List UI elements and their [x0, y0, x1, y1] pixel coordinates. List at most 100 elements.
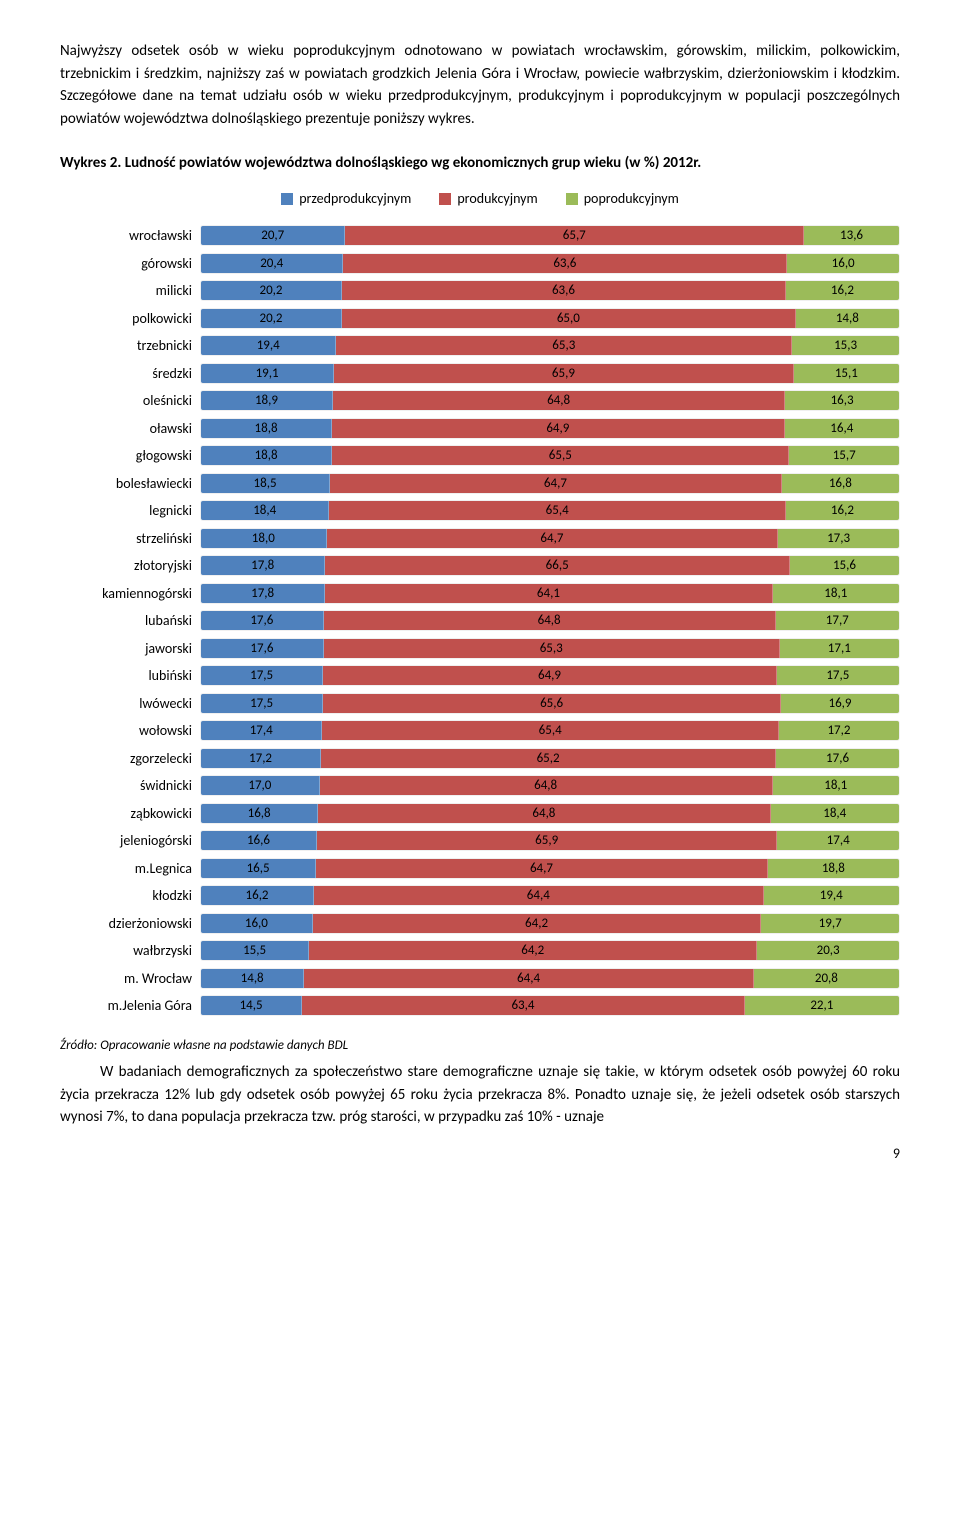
- bar-segment-prod: 64,7: [316, 859, 768, 878]
- row-bar: 17,265,217,6: [200, 748, 900, 769]
- bar-segment-post: 20,8: [754, 969, 899, 988]
- chart-row: lubiński17,564,917,5: [60, 663, 900, 688]
- chart-row: m. Wrocław14,864,420,8: [60, 966, 900, 991]
- legend-label: produkcyjnym: [457, 190, 537, 207]
- bar-segment-pre: 16,0: [201, 914, 313, 933]
- bar-segment-post: 18,8: [768, 859, 899, 878]
- bar-segment-post: 17,2: [779, 721, 899, 740]
- row-bar: 19,165,915,1: [200, 363, 900, 384]
- bar-segment-post: 17,5: [777, 666, 899, 685]
- bar-segment-post: 16,9: [781, 694, 899, 713]
- row-bar: 16,064,219,7: [200, 913, 900, 934]
- bar-segment-prod: 64,4: [314, 886, 764, 905]
- chart-legend: przedprodukcyjnymprodukcyjnympoprodukcyj…: [60, 190, 900, 207]
- bar-segment-prod: 63,6: [342, 281, 786, 300]
- chart-row: wrocławski20,765,713,6: [60, 223, 900, 248]
- row-bar: 19,465,315,3: [200, 335, 900, 356]
- bar-segment-pre: 16,2: [201, 886, 314, 905]
- row-label: polkowicki: [60, 310, 200, 327]
- row-label: oleśnicki: [60, 392, 200, 409]
- bar-segment-prod: 65,4: [329, 501, 785, 520]
- bar-segment-pre: 17,5: [201, 666, 323, 685]
- bar-segment-pre: 20,4: [201, 254, 343, 273]
- row-label: złotoryjski: [60, 557, 200, 574]
- bar-segment-prod: 64,4: [304, 969, 754, 988]
- bar-segment-post: 16,3: [785, 391, 899, 410]
- row-bar: 17,465,417,2: [200, 720, 900, 741]
- chart-row: polkowicki20,265,014,8: [60, 306, 900, 331]
- legend-item: poprodukcyjnym: [566, 190, 679, 207]
- bar-segment-post: 17,3: [778, 529, 899, 548]
- row-bar: 15,564,220,3: [200, 940, 900, 961]
- bar-segment-post: 17,1: [780, 639, 899, 658]
- row-bar: 18,864,916,4: [200, 418, 900, 439]
- chart-row: głogowski18,865,515,7: [60, 443, 900, 468]
- chart-row: bolesławiecki18,564,716,8: [60, 471, 900, 496]
- bar-segment-prod: 65,9: [317, 831, 777, 850]
- bar-segment-prod: 64,9: [323, 666, 776, 685]
- bar-segment-pre: 18,0: [201, 529, 327, 548]
- bar-segment-pre: 18,8: [201, 446, 332, 465]
- bar-segment-pre: 14,8: [201, 969, 304, 988]
- row-label: milicki: [60, 282, 200, 299]
- chart-row: strzeliński18,064,717,3: [60, 526, 900, 551]
- row-bar: 20,765,713,6: [200, 225, 900, 246]
- bar-segment-prod: 65,2: [321, 749, 776, 768]
- bar-segment-post: 18,1: [773, 776, 899, 795]
- bar-segment-prod: 65,3: [336, 336, 792, 355]
- bar-segment-post: 14,8: [796, 309, 899, 328]
- bar-segment-prod: 64,8: [333, 391, 785, 410]
- row-bar: 18,064,717,3: [200, 528, 900, 549]
- row-bar: 20,463,616,0: [200, 253, 900, 274]
- bar-segment-post: 16,0: [787, 254, 899, 273]
- bar-segment-pre: 16,6: [201, 831, 317, 850]
- row-label: legnicki: [60, 502, 200, 519]
- bar-segment-pre: 18,4: [201, 501, 329, 520]
- row-label: średzki: [60, 365, 200, 382]
- bar-segment-pre: 17,4: [201, 721, 322, 740]
- row-label: lwówecki: [60, 695, 200, 712]
- bar-segment-post: 17,6: [776, 749, 899, 768]
- row-bar: 16,665,917,4: [200, 830, 900, 851]
- chart-row: wołowski17,465,417,2: [60, 718, 900, 743]
- row-label: kłodzki: [60, 887, 200, 904]
- bar-segment-post: 19,4: [764, 886, 899, 905]
- page-number: 9: [60, 1145, 900, 1162]
- bar-segment-post: 18,1: [773, 584, 899, 603]
- bar-segment-post: 20,3: [757, 941, 899, 960]
- bar-segment-pre: 20,2: [201, 309, 342, 328]
- outro-text-content: W badaniach demograficznych za społeczeń…: [60, 1063, 900, 1126]
- row-label: lubiński: [60, 667, 200, 684]
- bar-segment-prod: 65,7: [345, 226, 804, 245]
- chart-row: kamiennogórski17,864,118,1: [60, 581, 900, 606]
- legend-swatch: [566, 193, 578, 205]
- row-label: m. Wrocław: [60, 970, 200, 987]
- bar-segment-prod: 64,9: [332, 419, 785, 438]
- row-bar: 18,865,515,7: [200, 445, 900, 466]
- bar-segment-prod: 64,2: [309, 941, 757, 960]
- bar-segment-prod: 64,7: [327, 529, 779, 548]
- chart-row: legnicki18,465,416,2: [60, 498, 900, 523]
- bar-segment-pre: 16,8: [201, 804, 318, 823]
- row-bar: 17,665,317,1: [200, 638, 900, 659]
- bar-segment-post: 16,2: [786, 501, 899, 520]
- bar-segment-pre: 18,8: [201, 419, 332, 438]
- bar-segment-prod: 64,8: [324, 611, 776, 630]
- row-bar: 17,064,818,1: [200, 775, 900, 796]
- bar-segment-post: 16,2: [786, 281, 899, 300]
- bar-segment-prod: 65,4: [322, 721, 778, 740]
- row-bar: 20,263,616,2: [200, 280, 900, 301]
- legend-label: poprodukcyjnym: [584, 190, 679, 207]
- row-label: głogowski: [60, 447, 200, 464]
- bar-segment-post: 17,7: [776, 611, 899, 630]
- chart-row: m.Jelenia Góra14,563,422,1: [60, 993, 900, 1018]
- row-bar: 17,664,817,7: [200, 610, 900, 631]
- bar-segment-prod: 65,9: [334, 364, 794, 383]
- chart-row: kłodzki16,264,419,4: [60, 883, 900, 908]
- outro-paragraph: W badaniach demograficznych za społeczeń…: [60, 1061, 900, 1129]
- row-bar: 16,864,818,4: [200, 803, 900, 824]
- bar-segment-pre: 17,8: [201, 584, 325, 603]
- bar-segment-pre: 17,5: [201, 694, 323, 713]
- bar-segment-prod: 64,7: [330, 474, 782, 493]
- row-label: jaworski: [60, 640, 200, 657]
